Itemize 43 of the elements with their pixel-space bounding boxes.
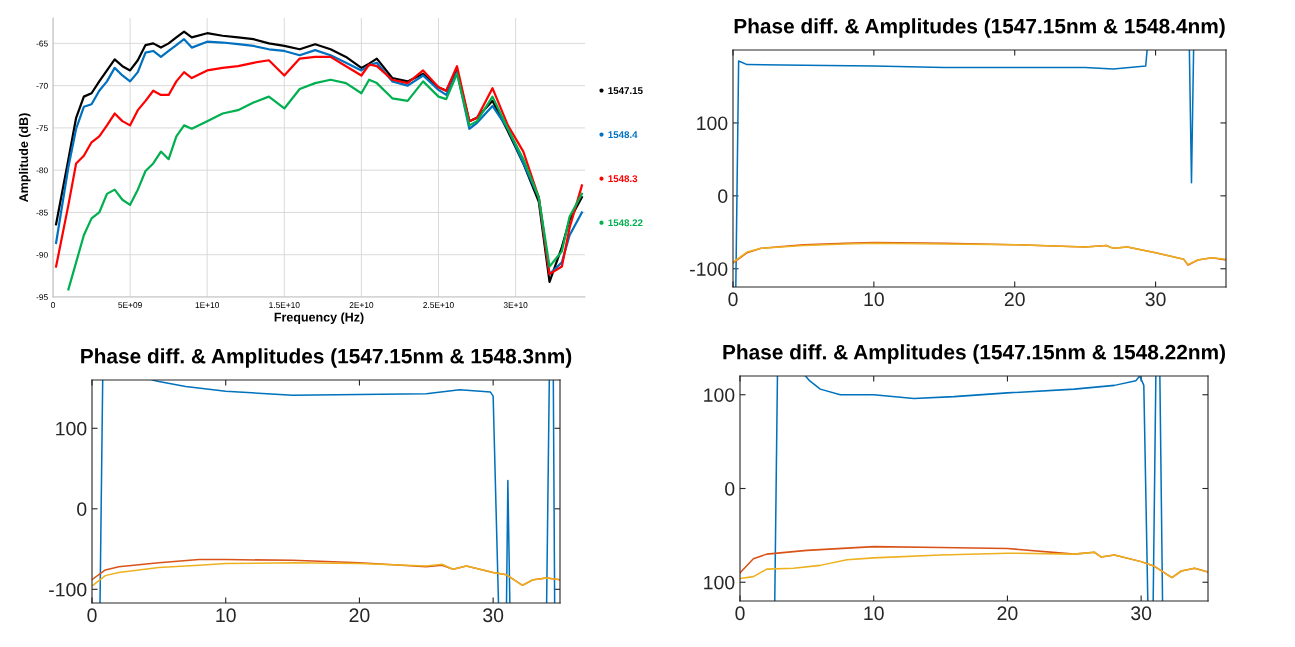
y-tick-label: 100	[697, 116, 728, 131]
x-tick-label: 0	[735, 606, 745, 621]
x-tick-label: 30	[1131, 606, 1152, 621]
x-tick-label: 30	[1145, 292, 1166, 307]
y-tick-label: -100	[49, 582, 87, 597]
y-tick-label: 100	[56, 421, 87, 436]
x-tick-label: 0	[51, 302, 55, 308]
y-tick-label: -85	[36, 209, 48, 216]
x-tick-label: 20	[1004, 292, 1025, 307]
x-tick-label: 0	[87, 608, 97, 623]
x-tick-label: 30	[483, 608, 504, 623]
legend-label: 1548.3	[608, 175, 638, 183]
chart-title: Phase diff. & Amplitudes (1547.15nm & 1548.4nm)	[734, 18, 1225, 38]
x-axis-title: Frequency (Hz)	[274, 312, 364, 325]
y-tick-label: -70	[36, 82, 48, 89]
x-tick-label: 3E+10	[503, 302, 528, 308]
y-tick-label: 100	[704, 575, 735, 590]
y-tick-label: 0	[718, 189, 728, 204]
legend-label: 1548.22	[608, 219, 643, 227]
y-tick-label: -75	[36, 125, 48, 132]
y-tick-label: 0	[77, 502, 87, 517]
x-tick-label: 10	[864, 606, 884, 621]
x-tick-label: 2E+10	[349, 302, 374, 308]
y-tick-label: -80	[36, 167, 48, 174]
chart-title: Phase diff. & Amplitudes (1547.15nm & 1548.3nm)	[81, 348, 572, 368]
x-tick-label: 5E+09	[118, 302, 142, 308]
chart-title: Phase diff. & Amplitudes (1547.15nm & 1548.22nm)	[723, 344, 1225, 364]
y-tick-label: 0	[725, 481, 735, 496]
x-tick-label: 20	[349, 608, 370, 623]
y-tick-label: 100	[704, 388, 735, 402]
y-axis-title: Amplitude (dB)	[18, 113, 31, 202]
x-tick-label: 2.5E+10	[423, 302, 454, 308]
y-tick-label: -90	[36, 251, 48, 258]
x-tick-label: 1.5E+10	[269, 302, 300, 308]
x-tick-label: 10	[864, 292, 884, 307]
x-tick-label: 20	[997, 606, 1018, 621]
x-tick-label: 1E+10	[195, 302, 220, 308]
legend-label: 1548.4	[608, 131, 638, 139]
y-tick-label: -95	[36, 294, 48, 301]
x-tick-label: 10	[216, 608, 236, 623]
y-tick-label: -100	[690, 262, 728, 277]
legend-label: 1547.15	[608, 87, 643, 95]
y-tick-label: -65	[36, 40, 48, 47]
